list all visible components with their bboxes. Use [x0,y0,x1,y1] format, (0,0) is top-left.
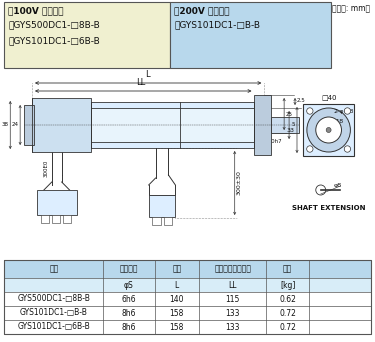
Text: 全長: 全長 [172,264,182,274]
Text: ・GYS500DC1-□8B-B: ・GYS500DC1-□8B-B [8,20,100,29]
Circle shape [307,146,313,152]
Circle shape [326,128,331,132]
Bar [52,215,60,223]
Text: 300±30: 300±30 [237,171,242,195]
Circle shape [316,185,326,195]
Text: GYS101DC1-□B-B: GYS101DC1-□B-B [20,308,88,317]
Text: 寸法（フランジ）: 寸法（フランジ） [214,264,251,274]
Bar [4,260,371,334]
Text: 2-φ4.3: 2-φ4.3 [334,109,354,115]
Text: φ8: φ8 [334,183,342,187]
Text: SHAFT EXTENSION: SHAFT EXTENSION [292,205,365,211]
Text: 25: 25 [286,111,293,117]
Bar [255,95,271,155]
Circle shape [344,108,351,114]
Text: GYS101DC1-□6B-B: GYS101DC1-□6B-B [17,323,90,331]
Bar [24,105,34,145]
Text: 0.72: 0.72 [279,308,296,317]
Bar [152,217,160,225]
Bar [32,98,92,152]
Text: L: L [175,280,179,289]
Text: 158: 158 [170,308,184,317]
Bar [4,306,371,320]
Bar [170,2,331,68]
Text: 300E0: 300E0 [44,159,48,177]
Circle shape [316,117,342,143]
Text: 33: 33 [287,128,295,132]
Text: □40: □40 [321,94,336,100]
Text: （単位: mm）: （単位: mm） [332,4,370,13]
Circle shape [307,108,313,114]
Bar [37,190,76,215]
Circle shape [344,146,351,152]
Bar [4,260,371,278]
Bar [303,104,354,156]
Text: 6h6: 6h6 [122,294,136,303]
Text: GYS500DC1-□8B-B: GYS500DC1-□8B-B [17,294,90,303]
Text: 24: 24 [11,122,18,128]
Text: （200V 仕様品）: （200V 仕様品） [174,6,230,15]
Text: 133: 133 [225,308,240,317]
Text: [kg]: [kg] [280,280,295,289]
Bar [41,215,49,223]
Bar [57,102,264,148]
Text: 質量: 質量 [283,264,292,274]
Text: 8h6: 8h6 [122,308,136,317]
Text: 38: 38 [1,122,8,128]
Text: 133: 133 [225,323,240,331]
Text: 2.5: 2.5 [297,98,306,104]
Text: φ30h7: φ30h7 [264,139,282,144]
Text: （100V 仕様品）: （100V 仕様品） [8,6,64,15]
Text: 軸端形状: 軸端形状 [120,264,138,274]
Text: 0.72: 0.72 [279,323,296,331]
Text: ・GYS101DC1-□6B-B: ・GYS101DC1-□6B-B [8,36,100,45]
Text: 形式: 形式 [49,264,58,274]
Bar [4,2,170,68]
Text: LL: LL [136,78,146,87]
Text: 140: 140 [170,294,184,303]
Text: 0.62: 0.62 [279,294,296,303]
Text: φS: φS [124,280,134,289]
Bar [63,215,70,223]
Bar [92,108,255,142]
Bar [4,292,371,306]
Text: L: L [146,70,150,79]
Bar [148,195,176,217]
Text: 5: 5 [291,122,294,128]
Bar [4,320,371,334]
Circle shape [307,108,350,152]
Bar [4,278,371,292]
Text: 158: 158 [170,323,184,331]
Text: 115: 115 [225,294,240,303]
Bar [164,217,172,225]
Text: ・GYS101DC1-□B-B: ・GYS101DC1-□B-B [174,20,260,29]
Bar [271,117,299,133]
Text: 8h6: 8h6 [122,323,136,331]
Text: φ48: φ48 [332,119,344,124]
Text: LL: LL [228,280,237,289]
